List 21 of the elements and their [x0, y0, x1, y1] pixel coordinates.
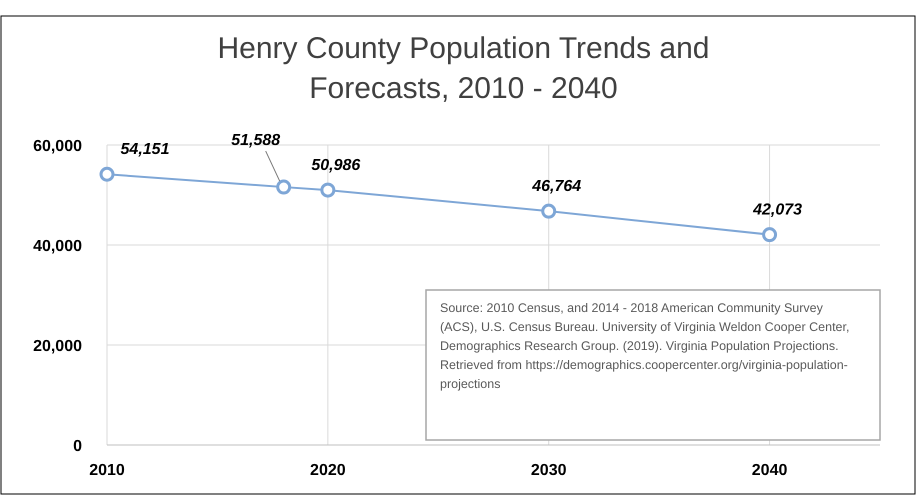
- point: [100, 166, 114, 182]
- x-tick-label: 2030: [530, 462, 567, 479]
- point: [276, 180, 292, 195]
- y-tick-label: 60,000: [33, 138, 82, 155]
- x-tick-label: 2010: [89, 462, 125, 479]
- y-tick-label: 0: [73, 438, 82, 455]
- source-note-box: Source: 2010 Census, and 2014 - 2018 American Community Survey (ACS), U.S. Census Bureau. University of Virginia Weldon Cooper Center, Demographics Research Group. (2019). Virginia Population Projections. Retrieved from https://demographics.coopercenter.org/virginia-population-projections: [425, 289, 881, 441]
- point: [320, 182, 336, 198]
- x-tick-label: 2020: [310, 462, 346, 479]
- data-label: 46,764: [531, 178, 582, 196]
- y-tick-label: 40,000: [33, 238, 82, 255]
- data-label: 51,588: [231, 132, 280, 150]
- x-tick-label: 2040: [752, 462, 788, 479]
- data-label: 54,151: [120, 141, 170, 158]
- chart-title: Henry County Population Trends and Forecasts, 2010 - 2040: [218, 32, 710, 105]
- point: [541, 204, 556, 219]
- annotation: Source: 2010 Census, and 2014 - 2018 American Community Survey (ACS), U.S. Census Bureau. University of Virginia Weldon Cooper Center, Demographics Research Group. (2019). Virginia Population Projections. Retrieved from https://demographics.coopercenter.org/virginia-population-projections: [440, 301, 850, 391]
- point: [762, 227, 778, 242]
- data-label: 42,073: [752, 202, 802, 219]
- y-tick-label: 20,000: [33, 338, 82, 355]
- data-label: 50,986: [311, 157, 360, 174]
